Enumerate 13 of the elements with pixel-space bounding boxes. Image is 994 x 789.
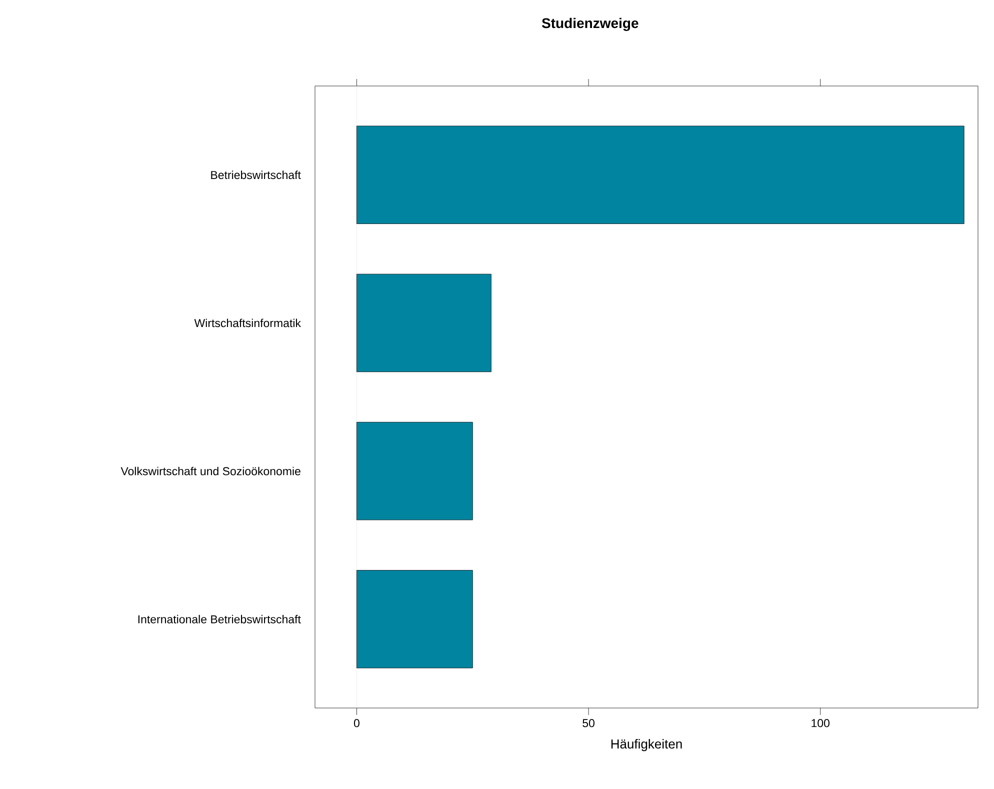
y-tick-label: Betriebswirtschaft [211, 170, 301, 180]
bar [356, 570, 473, 668]
y-tick-label: Wirtschaftsinformatik [194, 318, 301, 328]
y-tick-label: Internationale Betriebswirtschaft [138, 614, 301, 624]
bar [356, 126, 964, 224]
chart-title: Studienzweige [542, 18, 638, 31]
bar [356, 274, 492, 372]
x-tick-label: 100 [812, 719, 830, 728]
x-tick-label: 0 [354, 719, 360, 728]
x-axis-title: Häufigkeiten [611, 739, 682, 752]
bar [356, 422, 473, 520]
y-tick-label: Volkswirtschaft und Sozioökonomie [120, 466, 300, 476]
x-tick-label: 50 [582, 719, 594, 728]
